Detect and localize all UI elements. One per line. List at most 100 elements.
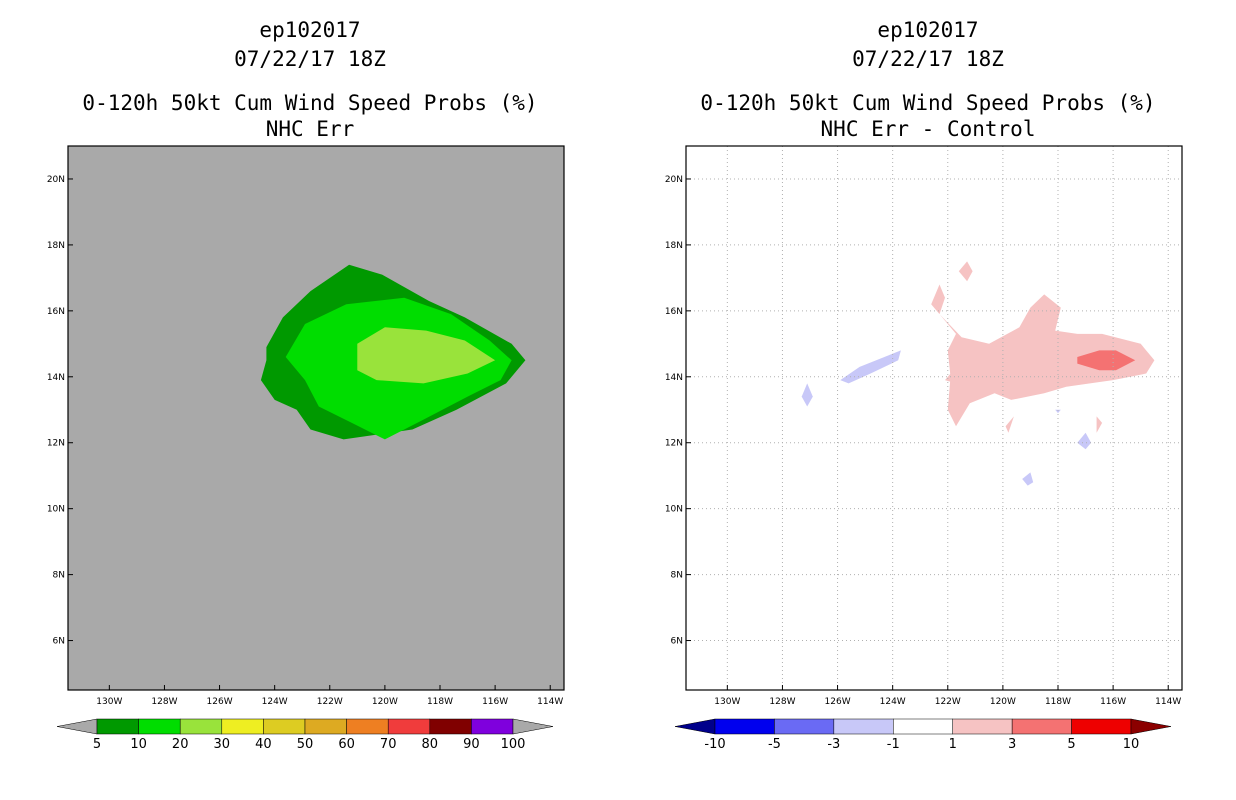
left-y-tick-label-7: 20N xyxy=(47,175,65,185)
left-datetime: 07/22/17 18Z xyxy=(234,47,386,71)
left-y-tick-label-1: 8N xyxy=(53,571,65,581)
right-x-tick-label-7: 116W xyxy=(1100,697,1126,707)
left-y-tick-label-5: 16N xyxy=(47,307,65,317)
right-x-tick-label-4: 122W xyxy=(935,697,961,707)
left-colorbar-swatch-8 xyxy=(429,718,472,735)
right-plot-background xyxy=(686,146,1182,690)
left-colorbar-label-0: 5 xyxy=(93,737,101,752)
right-contour-region-0 xyxy=(939,294,1155,427)
left-x-tick-label-6: 118W xyxy=(427,697,453,707)
right-contour-region-9 xyxy=(1077,432,1092,450)
left-storm-id: ep102017 xyxy=(259,18,361,42)
right-x-tick-label-0: 130W xyxy=(714,697,740,707)
right-contour-region-10 xyxy=(1022,472,1034,486)
right-y-tick-label-6: 18N xyxy=(665,241,683,251)
left-y-tick-label-6: 18N xyxy=(47,241,65,251)
right-colorbar-label-1: -5 xyxy=(768,737,781,752)
left-colorbar-label-1: 10 xyxy=(130,737,147,752)
right-x-tick-label-2: 126W xyxy=(825,697,851,707)
left-contour-region-2 xyxy=(357,327,496,384)
left-x-tick-label-8: 114W xyxy=(537,697,563,707)
right-contour-region-11 xyxy=(1055,409,1061,414)
right-chart-title: ep102017 07/22/17 18Z xyxy=(658,16,1198,74)
left-colorbar-swatch-3 xyxy=(221,718,264,735)
left-x-tick-label-3: 124W xyxy=(262,697,288,707)
left-colorbar-swatch-6 xyxy=(346,718,389,735)
right-colorbar-label-5: 3 xyxy=(1008,737,1016,752)
right-colorbar-under xyxy=(674,718,716,735)
left-colorbar-swatch-7 xyxy=(387,718,431,735)
left-chart-title: ep102017 07/22/17 18Z xyxy=(40,16,580,74)
left-y-tick-label-0: 6N xyxy=(53,637,65,647)
left-plot-frame xyxy=(67,145,565,691)
right-colorbar-label-4: 1 xyxy=(949,737,957,752)
right-colorbar-swatch-6 xyxy=(1071,718,1132,735)
left-colorbar-label-9: 90 xyxy=(463,737,480,752)
left-colorbar-label-3: 30 xyxy=(214,737,231,752)
left-y-tick-label-2: 10N xyxy=(47,505,65,515)
left-colorbar-under xyxy=(56,718,98,735)
left-colorbar-label-4: 40 xyxy=(255,737,272,752)
left-x-tick-label-1: 128W xyxy=(151,697,177,707)
right-colorbar-label-3: -1 xyxy=(887,737,900,752)
right-y-tick-label-4: 14N xyxy=(665,373,683,383)
left-colorbar-label-8: 80 xyxy=(422,737,439,752)
right-colorbar-swatch-1 xyxy=(774,718,835,735)
left-chart-subtitle: 0-120h 50kt Cum Wind Speed Probs (%) NHC… xyxy=(40,90,580,142)
right-x-tick-label-1: 128W xyxy=(769,697,795,707)
left-x-tick-label-5: 120W xyxy=(372,697,398,707)
right-contour-region-7 xyxy=(840,350,901,384)
left-colorbar-label-6: 60 xyxy=(338,737,355,752)
left-colorbar-swatch-9 xyxy=(471,718,514,735)
right-colorbar-label-6: 5 xyxy=(1067,737,1075,752)
right-colorbar-swatch-5 xyxy=(1011,718,1072,735)
right-y-tick-label-3: 12N xyxy=(665,439,683,449)
right-contour-region-8 xyxy=(801,383,813,407)
right-colorbar-swatch-0 xyxy=(714,718,775,735)
right-contour-region-5 xyxy=(1096,416,1103,433)
right-colorbar-swatch-3 xyxy=(893,718,953,735)
right-y-tick-label-7: 20N xyxy=(665,175,683,185)
right-colorbar-swatch-4 xyxy=(952,718,1013,735)
left-x-tick-label-0: 130W xyxy=(96,697,122,707)
left-colorbar-swatch-0 xyxy=(96,718,139,735)
right-y-tick-label-2: 10N xyxy=(665,505,683,515)
right-colorbar-swatch-2 xyxy=(833,718,894,735)
left-colorbar-swatch-4 xyxy=(263,718,306,735)
left-product-label: 0-120h 50kt Cum Wind Speed Probs (%) xyxy=(82,91,538,115)
left-colorbar-swatch-5 xyxy=(304,718,347,735)
left-x-tick-label-2: 126W xyxy=(207,697,233,707)
right-y-tick-label-5: 16N xyxy=(665,307,683,317)
right-contour-region-6 xyxy=(1077,350,1136,371)
right-product-label: 0-120h 50kt Cum Wind Speed Probs (%) xyxy=(700,91,1156,115)
right-x-tick-label-3: 124W xyxy=(880,697,906,707)
right-chart-subtitle: 0-120h 50kt Cum Wind Speed Probs (%) NHC… xyxy=(658,90,1198,142)
left-colorbar-swatch-2 xyxy=(179,718,223,735)
left-colorbar-label-5: 50 xyxy=(297,737,314,752)
left-y-tick-label-4: 14N xyxy=(47,373,65,383)
left-x-tick-label-7: 116W xyxy=(482,697,508,707)
left-colorbar-swatch-1 xyxy=(138,718,181,735)
right-x-tick-label-5: 120W xyxy=(990,697,1016,707)
right-x-tick-label-6: 118W xyxy=(1045,697,1071,707)
right-datetime: 07/22/17 18Z xyxy=(852,47,1004,71)
right-storm-id: ep102017 xyxy=(877,18,979,42)
right-y-tick-label-1: 8N xyxy=(671,571,683,581)
right-colorbar-label-0: -10 xyxy=(704,737,725,752)
left-colorbar-over xyxy=(512,718,554,735)
right-colorbar-label-7: 10 xyxy=(1123,737,1140,752)
right-contour-region-4 xyxy=(1005,416,1014,433)
right-contour-region-2 xyxy=(958,261,973,282)
left-y-tick-label-3: 12N xyxy=(47,439,65,449)
left-panel-label: NHC Err xyxy=(265,117,355,141)
left-colorbar-label-2: 20 xyxy=(172,737,189,752)
left-colorbar-label-10: 100 xyxy=(501,737,526,752)
left-contour-layer xyxy=(260,264,526,440)
right-colorbar-label-2: -3 xyxy=(827,737,840,752)
right-contour-region-3 xyxy=(931,284,945,315)
right-colorbar-over xyxy=(1130,718,1172,735)
left-x-tick-label-4: 122W xyxy=(317,697,343,707)
right-panel-label: NHC Err - Control xyxy=(820,117,1036,141)
right-y-tick-label-0: 6N xyxy=(671,637,683,647)
